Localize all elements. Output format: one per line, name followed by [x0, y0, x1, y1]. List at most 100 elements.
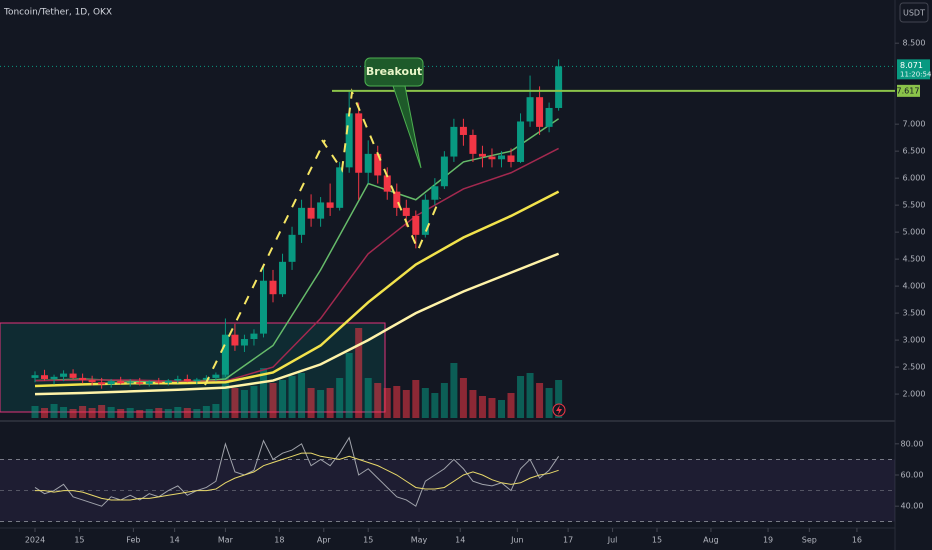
volume-bar [364, 378, 372, 418]
x-tick-label: 16 [852, 536, 862, 545]
volume-bar [136, 410, 144, 418]
volume-bar [250, 386, 258, 418]
volume-bar [269, 383, 277, 418]
volume-bar [469, 390, 477, 418]
candle-body [402, 207, 410, 216]
volume-bar [41, 408, 49, 418]
rsi-values [34, 436, 560, 507]
callout-text: Breakout [366, 65, 422, 78]
candle-body [202, 377, 210, 380]
volume-bar [412, 380, 420, 418]
candle-body [288, 234, 296, 262]
x-tick-label: Feb [126, 536, 140, 545]
candle-body [440, 156, 448, 187]
last-price-tag [897, 59, 930, 80]
volume-bar [545, 388, 553, 418]
level-label: 7.617 [897, 86, 920, 95]
volume-bar [478, 396, 486, 418]
candle-body [317, 202, 325, 219]
x-tick-label: 19 [763, 536, 773, 545]
x-tick-label: Aug [703, 536, 719, 545]
candle-body [31, 375, 39, 378]
y-tick-label: 3.500 [903, 309, 926, 318]
volume-bar [488, 398, 496, 418]
candle-body [497, 155, 505, 160]
volume-bar [126, 408, 134, 418]
x-tick-label: 18 [274, 536, 284, 545]
currency[interactable]: USDT [903, 9, 925, 18]
volume-bar [279, 380, 287, 418]
volume-bar [421, 388, 429, 418]
candle-body [545, 107, 553, 127]
candle-body [231, 334, 239, 346]
volume-bar [288, 376, 296, 418]
y-tick-label: 2.000 [903, 390, 926, 399]
volume-bar [88, 408, 96, 418]
candle-body [164, 380, 172, 383]
y-tick-label: 5.000 [903, 228, 926, 237]
x-tick-label: May [411, 536, 428, 545]
candle-body [459, 126, 467, 135]
candle-body [136, 382, 144, 384]
candle-body [555, 66, 563, 108]
volume-bar [259, 368, 267, 418]
volume-bar [555, 380, 563, 418]
moving-average [34, 147, 559, 382]
chart-title: Toncoin/Tether, 1D, OKX [3, 8, 112, 18]
candle-body [183, 378, 191, 382]
candle-body [507, 155, 515, 162]
candle-body [174, 378, 182, 381]
x-tick-label: 15 [363, 536, 373, 545]
candle-body [60, 373, 68, 377]
candle-body [41, 375, 49, 379]
volume-bar [193, 409, 201, 418]
currency-button[interactable] [899, 2, 929, 23]
volume-bar [326, 388, 334, 418]
rsi-tick-label: 80.00 [901, 439, 924, 448]
candle-body [69, 373, 77, 378]
volume-bar [307, 388, 315, 418]
volume-bar [240, 390, 248, 418]
x-tick-label: 15 [74, 536, 84, 545]
volume-bar [431, 393, 439, 418]
volume-bar [231, 388, 239, 418]
y-tick-label: 7.000 [903, 120, 926, 129]
callout [364, 57, 424, 87]
volume-bar [212, 404, 220, 418]
volume-bar [98, 405, 106, 418]
y-tick-label: 4.500 [903, 255, 926, 264]
candle-body [145, 381, 153, 384]
volume-bar [50, 404, 58, 418]
volume-bar [107, 407, 115, 418]
candle-body [221, 334, 229, 375]
candle-body [126, 382, 134, 384]
candle-body [117, 381, 125, 384]
volume-bar [183, 408, 191, 418]
candle-body [298, 207, 306, 235]
volume-bar [60, 407, 68, 418]
x-tick-label: Jun [510, 536, 524, 545]
x-tick-label: Mar [218, 536, 234, 545]
volume-bar [450, 363, 458, 418]
volume-bar [145, 409, 153, 418]
volume-bar [202, 406, 210, 418]
candle-body [279, 261, 287, 295]
volume-bar [117, 409, 125, 418]
volume-bar [459, 378, 467, 418]
y-tick-label: 8.500 [903, 39, 926, 48]
candle-body [212, 374, 220, 378]
x-tick-label: Apr [317, 536, 332, 545]
candle-body [412, 215, 420, 235]
candle-body [469, 134, 477, 154]
x-tick-label: 17 [563, 536, 573, 545]
ma-layer [34, 118, 560, 396]
candle-body [374, 153, 382, 176]
volume-bar [336, 378, 344, 418]
y-tick-label: 6.500 [903, 147, 926, 156]
last-price: 8.071 [900, 61, 923, 70]
volume-bar [497, 400, 505, 418]
volume-bar [440, 383, 448, 418]
volume-bar [69, 409, 77, 418]
y-tick-label: 5.500 [903, 201, 926, 210]
